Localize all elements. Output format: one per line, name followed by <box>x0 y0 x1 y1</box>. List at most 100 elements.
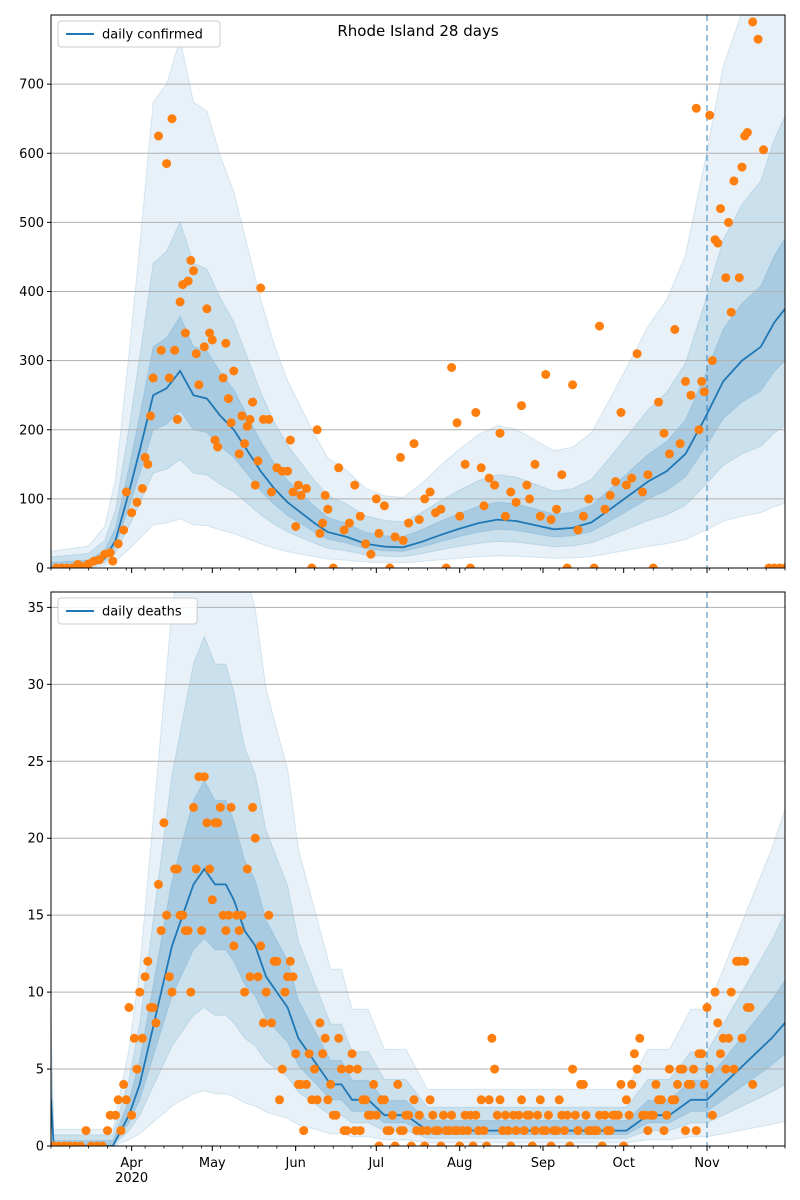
data-point-0-69 <box>307 563 317 568</box>
data-point-1-21 <box>135 987 145 997</box>
uncertainty-band-1 <box>51 237 785 568</box>
uncertainty-band-2 <box>51 634 785 1146</box>
data-point-1-61 <box>242 864 252 874</box>
data-point-1-114 <box>385 1126 395 1136</box>
data-point-1-44 <box>197 926 207 936</box>
data-point-0-106 <box>484 473 494 483</box>
data-point-1-27 <box>151 1018 161 1028</box>
data-point-0-101 <box>460 459 470 469</box>
data-point-0-143 <box>681 376 690 386</box>
data-point-1-155 <box>495 1095 505 1105</box>
data-point-0-23 <box>156 345 166 355</box>
data-point-0-105 <box>479 501 489 511</box>
data-point-1-162 <box>514 1110 524 1120</box>
data-point-1-223 <box>678 1064 688 1074</box>
y-tick-label-15: 15 <box>27 909 44 924</box>
y-tick-label-25: 25 <box>27 755 44 770</box>
data-point-1-79 <box>291 1049 301 1059</box>
data-point-0-47 <box>229 366 239 376</box>
data-point-1-46 <box>202 818 212 828</box>
data-point-1-218 <box>664 1064 674 1074</box>
data-point-1-227 <box>689 1064 699 1074</box>
data-point-0-40 <box>207 335 217 345</box>
data-point-0-35 <box>191 349 201 359</box>
data-point-1-83 <box>301 1079 311 1089</box>
data-point-1-122 <box>406 1141 416 1146</box>
legend-label: daily confirmed <box>102 28 203 43</box>
data-point-1-12 <box>111 1110 120 1120</box>
data-point-0-50 <box>240 439 250 449</box>
data-point-0-72 <box>318 518 328 528</box>
data-point-1-200 <box>616 1079 626 1089</box>
data-point-1-248 <box>745 1003 755 1012</box>
data-point-0-82 <box>366 549 376 559</box>
data-point-1-13 <box>113 1095 123 1105</box>
data-point-0-27 <box>170 345 180 355</box>
data-point-0-136 <box>643 470 653 480</box>
data-point-0-138 <box>654 397 664 407</box>
data-point-1-91 <box>323 1095 333 1105</box>
data-point-1-84 <box>304 1049 314 1059</box>
data-point-1-235 <box>710 987 720 997</box>
data-point-0-96 <box>436 504 446 514</box>
data-point-1-172 <box>541 1126 551 1136</box>
data-point-1-233 <box>705 1064 715 1074</box>
data-point-1-23 <box>140 972 150 982</box>
chart-title: Rhode Island 28 days <box>337 22 498 40</box>
data-point-1-234 <box>707 1110 717 1120</box>
data-point-1-88 <box>315 1018 325 1028</box>
legend: daily deaths <box>57 597 198 625</box>
data-point-1-82 <box>299 1126 309 1136</box>
data-point-0-12 <box>113 539 123 549</box>
data-point-1-121 <box>404 1110 414 1120</box>
data-point-1-24 <box>143 956 153 966</box>
data-point-0-55 <box>253 456 263 466</box>
data-point-1-87 <box>312 1095 322 1105</box>
data-point-1-133 <box>436 1141 446 1146</box>
data-point-0-132 <box>621 480 631 490</box>
data-point-1-28 <box>154 879 163 889</box>
data-point-0-79 <box>350 480 360 490</box>
data-point-0-44 <box>221 338 231 348</box>
uncertainty-band-2 <box>51 116 785 568</box>
data-point-0-111 <box>511 497 521 507</box>
data-point-0-156 <box>726 307 736 317</box>
data-point-0-135 <box>638 487 647 497</box>
data-point-1-176 <box>552 1126 561 1136</box>
data-point-1-63 <box>248 802 258 812</box>
data-point-0-128 <box>600 504 610 514</box>
data-point-0-58 <box>264 414 274 424</box>
data-point-1-99 <box>344 1064 354 1074</box>
plot-area <box>51 15 785 568</box>
data-point-0-107 <box>490 480 500 490</box>
data-point-0-113 <box>522 480 532 490</box>
data-point-0-24 <box>162 159 172 169</box>
data-point-1-181 <box>565 1141 575 1146</box>
data-point-1-56 <box>229 941 239 951</box>
data-point-0-33 <box>186 255 196 265</box>
data-point-1-17 <box>124 1003 134 1012</box>
data-point-1-89 <box>318 1049 328 1059</box>
data-point-1-37 <box>178 910 188 920</box>
data-point-1-55 <box>226 802 236 812</box>
data-point-1-140 <box>455 1141 465 1146</box>
data-point-1-40 <box>186 987 196 997</box>
data-point-1-203 <box>624 1110 634 1120</box>
data-point-0-121 <box>562 563 572 568</box>
data-point-1-217 <box>662 1110 672 1120</box>
data-point-1-115 <box>388 1110 397 1120</box>
legend-label: daily deaths <box>102 605 182 620</box>
y-tick-label-10: 10 <box>27 986 44 1001</box>
data-point-0-10 <box>105 548 115 558</box>
x-tick-label-aug: Aug <box>447 1156 472 1171</box>
data-point-1-16 <box>121 1095 131 1105</box>
data-point-1-70 <box>267 1018 276 1028</box>
data-point-0-110 <box>506 487 516 497</box>
data-point-0-15 <box>127 508 137 518</box>
data-point-1-103 <box>355 1126 365 1136</box>
data-point-1-180 <box>562 1110 572 1120</box>
data-point-0-62 <box>283 466 293 476</box>
data-point-1-29 <box>156 926 166 936</box>
data-point-1-194 <box>600 1110 610 1120</box>
